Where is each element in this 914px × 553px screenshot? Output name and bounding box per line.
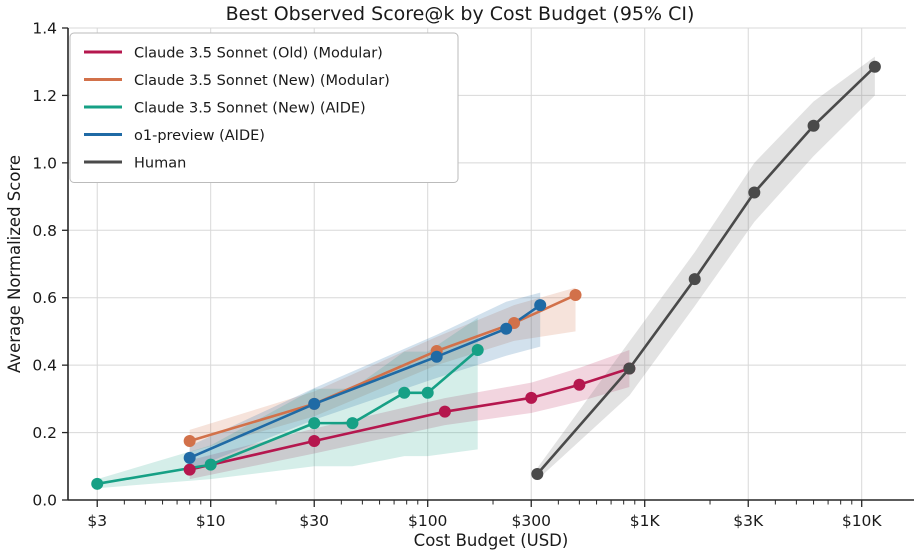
legend-label-3: o1-preview (AIDE) — [134, 128, 265, 144]
y-tick-label: 1.0 — [32, 154, 57, 172]
data-point — [573, 378, 586, 391]
x-tick-label: $100 — [408, 512, 447, 530]
data-point — [748, 186, 761, 199]
chart-title: Best Observed Score@k by Cost Budget (95… — [226, 3, 695, 25]
legend-label-4: Human — [134, 156, 186, 172]
data-point — [525, 391, 538, 404]
data-point — [500, 322, 513, 335]
x-tick-label: $3 — [87, 512, 107, 530]
data-point — [91, 477, 104, 490]
confidence-band-4 — [537, 56, 875, 480]
data-point — [308, 397, 321, 410]
data-point — [534, 299, 547, 312]
data-point — [398, 386, 411, 399]
data-point — [183, 435, 196, 447]
x-axis-label: Cost Budget (USD) — [414, 531, 569, 550]
confidence-band-0 — [189, 349, 630, 480]
data-point — [868, 60, 881, 73]
data-point — [430, 350, 443, 363]
y-axis-label: Average Normalized Score — [5, 155, 24, 373]
chart-legend: Claude 3.5 Sonnet (Old) (Modular) Claude … — [69, 32, 459, 183]
x-tick-label: $30 — [299, 512, 329, 530]
data-point — [569, 289, 582, 302]
data-point — [807, 119, 820, 132]
data-point — [183, 451, 196, 464]
data-point — [421, 386, 434, 399]
x-axis-ticks: $3 $10 $30 $100 $300 $1K $3K $10K — [87, 500, 882, 530]
y-tick-label: 1.2 — [32, 87, 57, 105]
data-point — [531, 468, 544, 481]
data-point — [346, 417, 359, 430]
x-tick-label: $10K — [842, 512, 883, 530]
confidence-band-2 — [97, 317, 478, 489]
series-line-0 — [188, 367, 631, 471]
legend-background — [69, 32, 459, 183]
series-line-4 — [536, 65, 877, 476]
y-tick-label: 0.8 — [32, 222, 57, 240]
data-point — [308, 417, 321, 430]
data-point — [308, 435, 321, 447]
series-markers — [91, 60, 881, 490]
y-axis-ticks: 0.0 0.2 0.4 0.6 0.8 1.0 1.2 1.4 — [32, 20, 68, 510]
legend-label-2: Claude 3.5 Sonnet (New) (AIDE) — [134, 101, 366, 117]
data-point — [623, 362, 636, 375]
data-point — [688, 273, 701, 286]
y-tick-label: 0.6 — [32, 289, 57, 307]
data-point — [204, 458, 217, 471]
x-tick-label: $3K — [733, 512, 764, 530]
y-tick-label: 1.4 — [32, 20, 57, 38]
data-point — [183, 463, 196, 476]
legend-label-1: Claude 3.5 Sonnet (New) (Modular) — [134, 73, 390, 89]
legend-label-0: Claude 3.5 Sonnet (Old) (Modular) — [134, 46, 383, 62]
data-point — [471, 343, 484, 356]
y-tick-label: 0.4 — [32, 357, 57, 375]
data-point — [438, 405, 451, 418]
axes — [67, 28, 914, 501]
x-tick-label: $300 — [512, 512, 551, 530]
y-tick-label: 0.2 — [32, 424, 57, 442]
x-tick-label: $10 — [196, 512, 226, 530]
y-tick-label: 0.0 — [32, 492, 57, 510]
x-tick-label: $1K — [630, 512, 661, 530]
